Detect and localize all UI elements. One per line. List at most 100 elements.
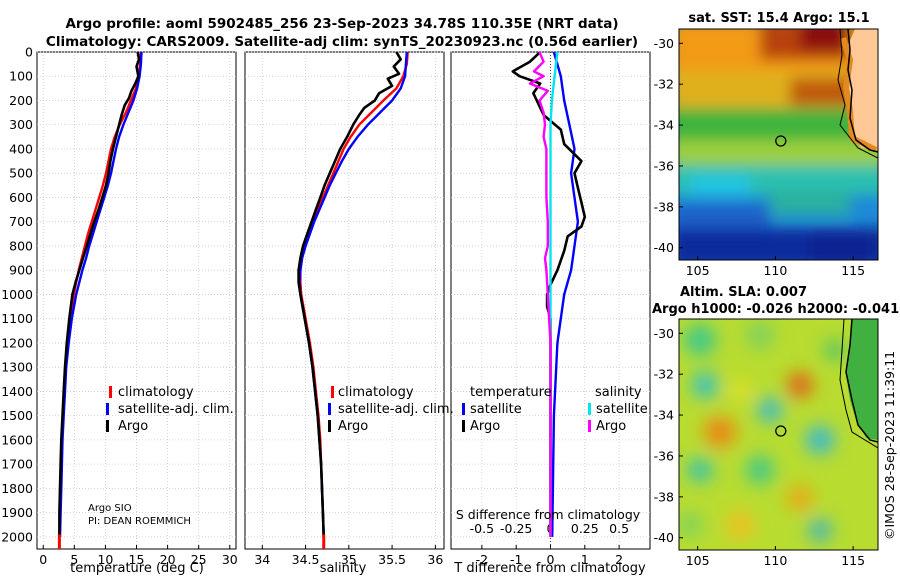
depth-tick-label: 1000 [1, 287, 33, 302]
depth-tick-label: 100 [9, 69, 33, 84]
sla-map-subtitle: Argo h1000: -0.026 h2000: -0.041 [652, 302, 899, 317]
temperature-axes [36, 51, 237, 550]
x-tick-label: 10 [97, 552, 113, 567]
depth-tick-label: 1700 [1, 457, 33, 472]
difference-legend: temperature salinity satellite Argo sate… [462, 385, 648, 434]
series-argo [58, 52, 141, 537]
depth-tick-label: 1300 [1, 360, 33, 375]
legend-label: Argo [118, 419, 148, 434]
depth-tick-label: 1200 [1, 335, 33, 350]
x-tick-label: 36 [427, 552, 443, 567]
difference-tick-labels: -2 -1 0 1 2 [476, 552, 623, 567]
legend-swatch-satellite [328, 403, 331, 415]
series-s-argo [528, 52, 552, 537]
map-x-tick-label: 110 [763, 553, 787, 568]
depth-tick-label: 1800 [1, 481, 33, 496]
x-tick-label: 35.5 [378, 552, 406, 567]
legend-swatch-climatology [109, 386, 112, 398]
s-diff-tick-label: 0.25 [571, 521, 599, 536]
legend-label: satellite [596, 402, 648, 417]
sla-map-title: Altim. SLA: 0.007 [680, 285, 807, 300]
salinity-grid [245, 51, 444, 549]
depth-tick-label: 500 [9, 166, 33, 181]
s-diff-tick-label: 0.5 [609, 521, 629, 536]
map-y-tick-label: -34 [654, 408, 674, 423]
legend-label: Argo [470, 419, 500, 434]
temperature-legend: climatology satellite-adj. clim. Argo [106, 385, 234, 434]
legend-header-temperature: temperature [470, 385, 552, 400]
depth-tick-label: 1100 [1, 311, 33, 326]
salinity-tick-labels: 34 34.5 35 35.5 36 [254, 552, 443, 567]
legend-label: Argo [338, 419, 368, 434]
difference-lines [511, 52, 587, 549]
sla-map-ticks: 105 110 115 -30 -32 -34 -36 -38 -40 [654, 326, 865, 568]
legend-label: satellite-adj. clim. [338, 402, 454, 417]
depth-tick-label: 1600 [1, 432, 33, 447]
sst-map-frame [678, 28, 879, 261]
x-tick-label: 30 [222, 552, 238, 567]
credit-line-1: Argo SIO [88, 503, 132, 514]
depth-tick-label: 300 [9, 117, 33, 132]
bathymetry-contour [837, 29, 878, 159]
map-y-tick-label: -38 [654, 199, 674, 214]
x-tick-label: 20 [160, 552, 176, 567]
depth-tick-label: 900 [9, 263, 33, 278]
x-tick-label: 5 [70, 552, 78, 567]
temperature-lines [57, 52, 143, 549]
legend-label: satellite-adj. clim. [118, 402, 234, 417]
land-mass [846, 29, 878, 150]
difference-xlabel-2: S difference from climatology [456, 507, 641, 522]
argo-position-marker [775, 425, 787, 437]
map-y-tick-label: -32 [654, 367, 674, 382]
map-y-tick-label: -36 [654, 448, 674, 463]
map-x-tick-label: 105 [686, 263, 710, 278]
sst-map-title: sat. SST: 15.4 Argo: 15.1 [688, 11, 869, 26]
legend-label: satellite [470, 402, 522, 417]
depth-tick-label: 0 [25, 45, 33, 60]
bathymetry-contour [839, 319, 878, 449]
map-x-tick-label: 115 [841, 553, 865, 568]
x-tick-label: -1 [510, 552, 522, 567]
x-tick-label: 35 [341, 552, 357, 567]
s-diff-tick-label: -0.5 [470, 521, 494, 536]
map-y-tick-label: -36 [654, 158, 674, 173]
map-x-tick-label: 105 [686, 553, 710, 568]
series-t-argo [511, 52, 587, 537]
x-tick-label: 34 [254, 552, 270, 567]
sst-map-ticks: 105 110 115 -30 -32 -34 -36 -38 -40 [654, 36, 865, 278]
legend-swatch-t-satellite [462, 403, 465, 415]
x-tick-label: 1 [581, 552, 589, 567]
legend-swatch-climatology [331, 386, 334, 398]
legend-label: Argo [596, 419, 626, 434]
coastline [845, 319, 878, 443]
x-tick-label: 0 [39, 552, 47, 567]
legend-swatch-s-satellite [588, 403, 591, 415]
salinity-legend: climatology satellite-adj. clim. Argo [328, 385, 454, 434]
map-x-tick-label: 110 [763, 263, 787, 278]
x-tick-label: 25 [191, 552, 207, 567]
legend-swatch-satellite [106, 403, 109, 415]
x-tick-label: -2 [476, 552, 488, 567]
legend-label: climatology [118, 385, 194, 400]
legend-label: climatology [338, 385, 414, 400]
salinity-xlabel: salinity [320, 561, 367, 576]
salinity-axes [244, 51, 445, 550]
depth-tick-label: 700 [9, 214, 33, 229]
legend-swatch-argo [328, 420, 331, 432]
map-y-tick-label: -40 [654, 240, 674, 255]
difference-xlabel: T difference from climatology [453, 561, 646, 576]
map-y-tick-label: -32 [654, 77, 674, 92]
credit-line-2: PI: DEAN ROEMMICH [88, 516, 191, 527]
depth-tick-label: 1400 [1, 384, 33, 399]
title-line-1: Argo profile: aoml 5902485_256 23-Sep-20… [65, 16, 618, 32]
depth-tick-label: 200 [9, 93, 33, 108]
title-line-2: Climatology: CARS2009. Satellite-adj cli… [46, 34, 638, 50]
depth-tick-label: 1900 [1, 505, 33, 520]
map-y-tick-label: -34 [654, 118, 674, 133]
sla-map-frame [678, 318, 879, 551]
depth-tick-label: 800 [9, 238, 33, 253]
temperature-tick-labels: 0 5 10 15 20 25 30 [39, 552, 238, 567]
depth-tick-label: 2000 [1, 529, 33, 544]
map-y-tick-label: -30 [654, 36, 674, 51]
